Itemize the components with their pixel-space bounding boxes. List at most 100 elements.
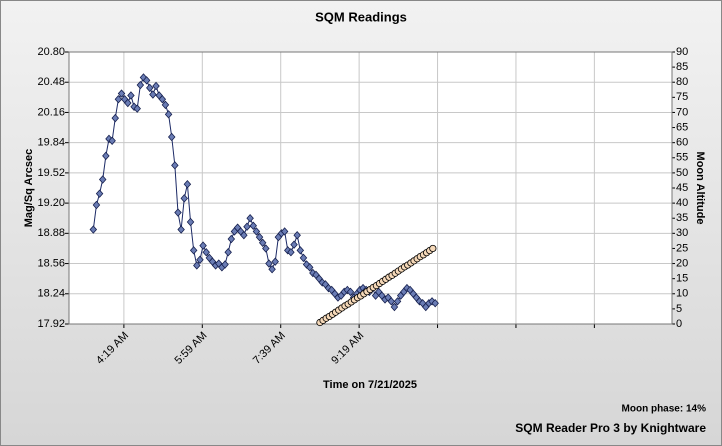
- y2-tick-label: 30: [676, 227, 688, 239]
- sqm-marker: [152, 81, 160, 91]
- y-tick-label: 18.56: [37, 257, 65, 269]
- sqm-marker: [240, 231, 248, 240]
- y2-tick-label: 20: [676, 257, 688, 269]
- y2-tick-label: 55: [676, 152, 688, 164]
- y-tick-label: 19.84: [37, 137, 65, 149]
- sqm-marker: [302, 260, 311, 269]
- moon-marker: [429, 244, 437, 253]
- y2-tick-label: 15: [676, 273, 688, 285]
- y2-tick-label: 75: [676, 91, 688, 103]
- plot-border: [68, 51, 673, 325]
- sqm-marker: [346, 287, 355, 297]
- sqm-marker: [287, 248, 295, 257]
- y2-tick-label: 90: [676, 46, 688, 58]
- sqm-marker: [186, 217, 195, 227]
- sqm-marker: [271, 257, 279, 266]
- sqm-marker: [127, 91, 135, 100]
- sqm-marker: [262, 244, 270, 253]
- sqm-marker: [199, 241, 207, 250]
- sqm-marker: [268, 265, 276, 274]
- sqm-marker: [114, 95, 123, 104]
- sqm-marker: [142, 76, 151, 85]
- chart-title: SQM Readings: [315, 9, 407, 24]
- sqm-marker: [133, 104, 141, 113]
- y-tick-label: 17.92: [37, 318, 65, 330]
- sqm-marker: [149, 90, 157, 99]
- y-tick-label: 18.88: [37, 227, 65, 239]
- y2-tick-label: 0: [676, 318, 682, 330]
- y2-tick-label: 5: [676, 303, 682, 315]
- sqm-marker: [124, 98, 132, 108]
- sqm-marker: [98, 175, 107, 184]
- sqm-marker: [105, 134, 113, 144]
- sqm-marker: [95, 189, 104, 198]
- sqm-marker: [243, 222, 251, 231]
- sqm-marker: [265, 259, 273, 268]
- x-axis-label: Time on 7/21/2025: [323, 379, 417, 391]
- sqm-marker: [293, 231, 301, 240]
- y2-tick-label: 65: [676, 121, 688, 133]
- sqm-marker: [158, 95, 167, 104]
- y2-axis-label: Moon Altitude: [694, 152, 706, 225]
- sqm-marker: [252, 227, 261, 236]
- sqm-marker: [280, 227, 289, 236]
- sqm-marker: [108, 136, 116, 145]
- sqm-marker: [255, 232, 264, 242]
- sqm-marker: [249, 221, 258, 230]
- sqm-marker: [227, 234, 236, 244]
- y-tick-label: 20.16: [37, 106, 65, 118]
- y-tick-label: 20.80: [37, 46, 65, 58]
- sqm-marker: [161, 100, 170, 110]
- sqm-marker: [189, 246, 198, 255]
- sqm-marker: [224, 248, 232, 257]
- y2-tick-label: 85: [676, 61, 688, 73]
- sqm-marker: [428, 297, 436, 306]
- sqm-marker: [202, 248, 210, 257]
- y2-tick-label: 35: [676, 212, 688, 224]
- sqm-marker: [117, 89, 126, 98]
- y-tick-label: 19.52: [37, 167, 65, 179]
- sqm-marker: [193, 261, 201, 270]
- sqm-marker: [246, 214, 254, 223]
- sqm-marker: [92, 200, 101, 210]
- sqm-marker: [305, 263, 314, 272]
- sqm-marker: [164, 110, 173, 119]
- y2-tick-label: 50: [676, 167, 688, 179]
- sqm-marker: [111, 113, 119, 123]
- sqm-marker: [299, 253, 308, 263]
- y2-tick-label: 45: [676, 182, 688, 194]
- y2-tick-label: 60: [676, 137, 688, 149]
- y-tick-label: 18.24: [37, 288, 65, 300]
- y2-tick-label: 40: [676, 197, 688, 209]
- y-tick-label: 19.20: [37, 197, 65, 209]
- sqm-marker: [183, 180, 192, 189]
- y2-tick-label: 10: [676, 288, 688, 300]
- sqm-marker: [431, 299, 439, 308]
- y2-tick-label: 70: [676, 106, 688, 118]
- sqm-marker: [177, 225, 185, 234]
- sqm-marker: [171, 161, 179, 170]
- sqm-marker: [390, 302, 399, 312]
- credit: SQM Reader Pro 3 by Knightware: [515, 421, 706, 435]
- sqm-marker: [258, 238, 267, 247]
- y-tick-label: 20.48: [37, 76, 65, 88]
- sqm-marker: [387, 297, 396, 306]
- sqm-marker: [136, 80, 145, 90]
- plot-area: [68, 51, 673, 325]
- sqm-marker: [167, 132, 176, 142]
- sqm-marker: [146, 83, 154, 93]
- sqm-marker: [324, 283, 333, 293]
- sqm-marker: [196, 255, 204, 264]
- y2-tick-label: 80: [676, 76, 688, 88]
- y-axis-label: Mag/Sq Arcsec: [23, 149, 35, 227]
- sqm-marker: [139, 73, 148, 82]
- sqm-marker: [290, 240, 298, 249]
- y2-tick-label: 25: [676, 242, 688, 254]
- sqm-marker: [221, 260, 229, 269]
- sqm-marker: [102, 151, 110, 161]
- moon-phase: Moon phase: 14%: [622, 404, 707, 415]
- sqm-marker: [89, 225, 98, 234]
- sqm-marker: [174, 208, 182, 217]
- sqm-marker: [296, 246, 305, 255]
